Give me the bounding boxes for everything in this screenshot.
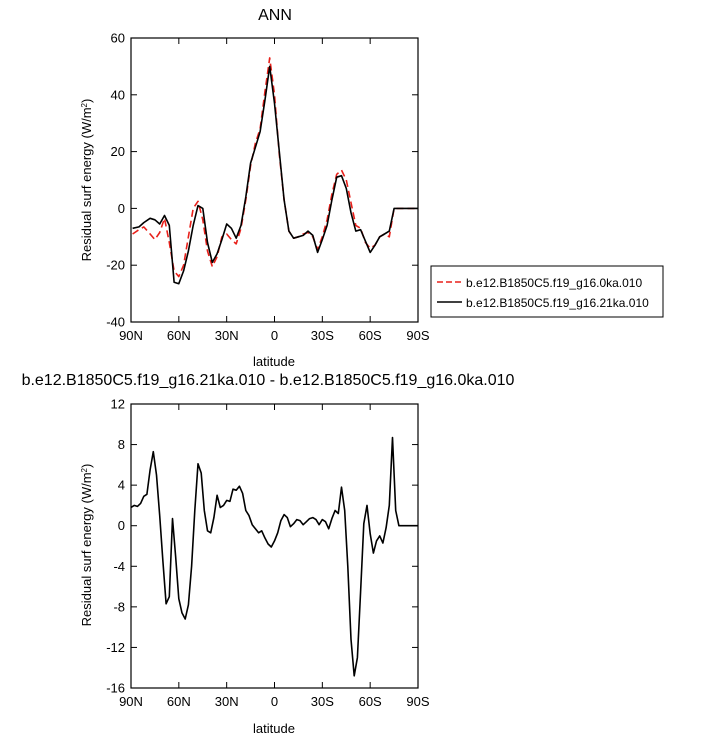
- bottom-x-tick-label: 60N: [167, 694, 191, 709]
- top-y-tick-label: -40: [106, 315, 125, 330]
- top-chart-title: ANN: [258, 7, 292, 24]
- bottom-x-tick-label: 30S: [311, 694, 334, 709]
- bottom-x-tick-label: 30N: [215, 694, 239, 709]
- bottom-y-tick-label: 12: [111, 397, 125, 412]
- bottom-x-tick-label: 60S: [359, 694, 382, 709]
- top-y-tick-label: 20: [111, 144, 125, 159]
- bottom-y-tick-label: -12: [106, 640, 125, 655]
- bottom-y-tick-label: -4: [113, 559, 125, 574]
- top-x-tick-label: 30N: [215, 328, 239, 343]
- top-x-axis-label: latitude: [253, 354, 295, 369]
- top-chart: ANN 90N 60N 30N 0 30S 60S 90S -40 -20 0 20 40 60 lat…: [79, 7, 664, 369]
- bottom-y-tick-label: 4: [118, 478, 125, 493]
- top-series-line-1: [132, 65, 418, 285]
- top-x-tick-label: 30S: [311, 328, 334, 343]
- bottom-y-tick-label: 0: [118, 518, 125, 533]
- bottom-chart-title: b.e12.B1850C5.f19_g16.21ka.010 - b.e12.B…: [22, 372, 515, 389]
- bottom-x-tick-label: 0: [271, 694, 278, 709]
- top-x-tick-label: 90S: [406, 328, 429, 343]
- bottom-y-tick-label: -16: [106, 681, 125, 696]
- bottom-y-axis-label: Residual surf energy (W/m2): [79, 464, 94, 627]
- top-y-tick-label: 60: [111, 31, 125, 46]
- bottom-x-tick-label: 90N: [119, 694, 143, 709]
- top-y-tick-label: 0: [118, 201, 125, 216]
- top-x-tick-label: 60N: [167, 328, 191, 343]
- legend-label-21ka: b.e12.B1850C5.f19_g16.21ka.010: [466, 296, 649, 310]
- top-y-tick-label: -20: [106, 258, 125, 273]
- legend-label-0ka: b.e12.B1850C5.f19_g16.0ka.010: [466, 276, 642, 290]
- bottom-plot-area: 90N 60N 30N 0 30S 60S 90S -16 -12 -8 -4 0 4 8 12: [106, 397, 430, 710]
- legend-box: [430, 265, 664, 318]
- bottom-x-axis-label: latitude: [253, 721, 295, 736]
- bottom-chart: b.e12.B1850C5.f19_g16.21ka.010 - b.e12.B…: [22, 372, 515, 736]
- top-y-axis-label: Residual surf energy (W/m2): [79, 99, 94, 262]
- legend: b.e12.B1850C5.f19_g16.0ka.010 b.e12.B185…: [430, 265, 664, 318]
- top-y-tick-label: 40: [111, 87, 125, 102]
- top-x-tick-label: 60S: [359, 328, 382, 343]
- top-plot-area: 90N 60N 30N 0 30S 60S 90S -40 -20 0 20 40 60: [106, 31, 430, 344]
- bottom-y-tick-label: -8: [113, 599, 125, 614]
- top-x-tick-label: 90N: [119, 328, 143, 343]
- top-x-tick-label: 0: [271, 328, 278, 343]
- bottom-series-line-0: [131, 436, 418, 677]
- bottom-x-tick-label: 90S: [406, 694, 429, 709]
- bottom-y-tick-label: 8: [118, 437, 125, 452]
